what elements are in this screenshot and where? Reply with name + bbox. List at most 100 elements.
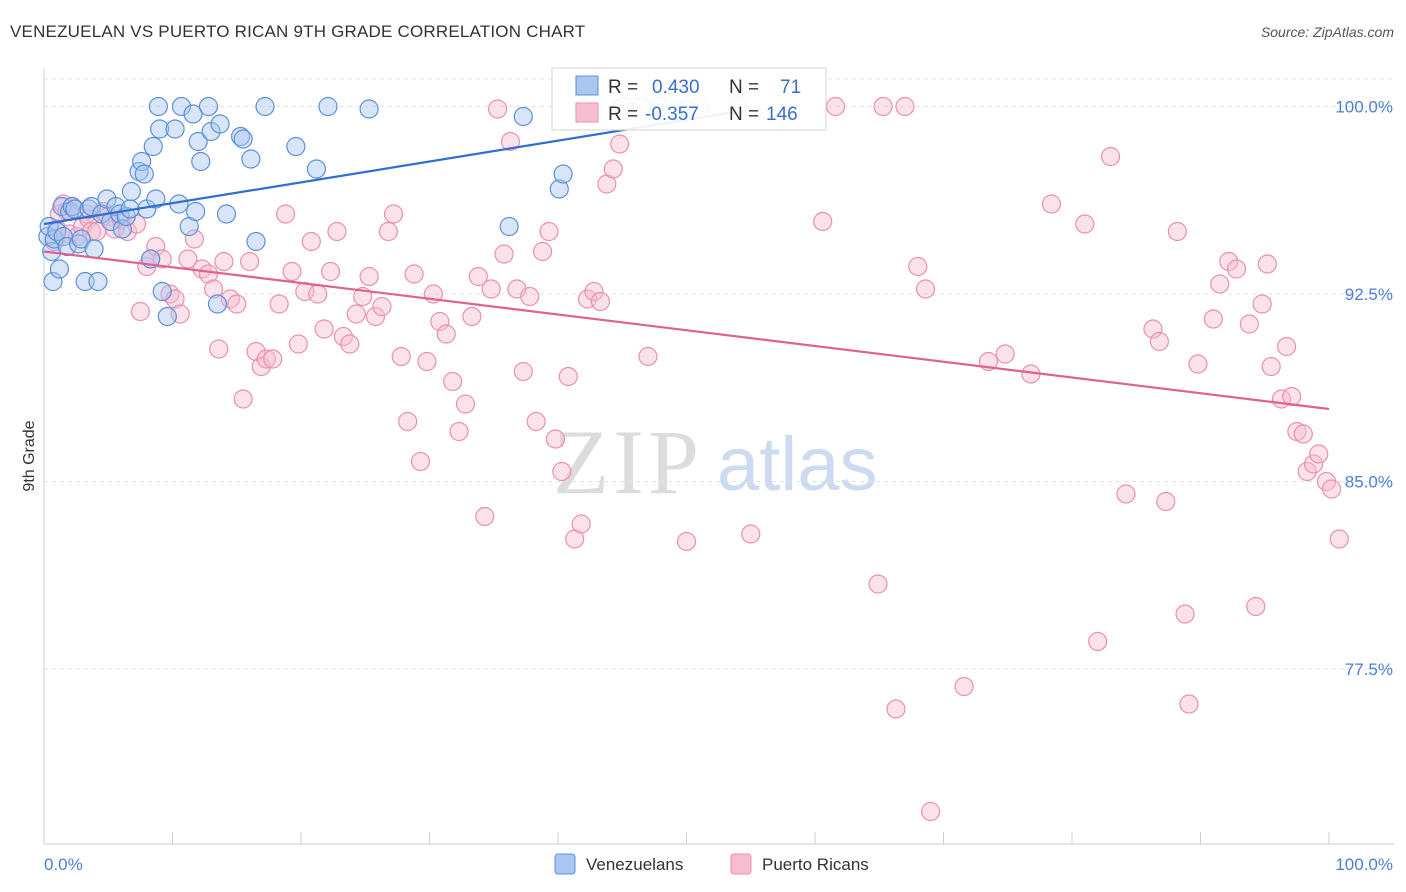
puerto-rican-point — [1143, 319, 1163, 339]
venezuelan-point — [216, 204, 237, 224]
venezuelan-r-label: R = — [608, 77, 638, 98]
puerto-rican-point — [282, 261, 302, 282]
puerto-rican-point — [327, 221, 347, 242]
puerto-rican-point — [1156, 491, 1176, 512]
puerto-rican-r-value: -0.357 — [645, 104, 699, 125]
venezuelan-point — [255, 96, 275, 117]
venezuelan-point — [69, 234, 89, 254]
puerto-rican-point — [895, 96, 915, 117]
puerto-rican-point — [500, 131, 521, 152]
puerto-rican-point — [209, 339, 229, 359]
y-tick-label: 77.5% — [1345, 660, 1393, 679]
venezuelan-point — [549, 179, 569, 199]
venezuelan-point — [231, 126, 251, 147]
puerto-rican-point — [1075, 214, 1095, 234]
puerto-rican-point — [301, 231, 321, 252]
stats-legend: R = 0.430 N = 71 R = -0.357 N = 146 — [551, 67, 827, 131]
watermark-zip: ZIP — [553, 411, 703, 513]
puerto-rican-legend-swatch — [575, 102, 599, 123]
venezuelan-point — [150, 119, 170, 139]
puerto-rican-point — [1252, 294, 1272, 314]
puerto-rican-point — [372, 296, 392, 317]
venezuelan-point — [121, 181, 141, 202]
legend-venezuelans-swatch — [554, 853, 576, 875]
puerto-rican-point — [1309, 444, 1329, 464]
trend-lines — [43, 110, 1330, 411]
puerto-rican-point — [481, 279, 501, 299]
puerto-rican-point — [333, 326, 354, 347]
puerto-rican-point — [1179, 694, 1199, 714]
puerto-rican-point — [365, 306, 386, 327]
puerto-rican-point — [603, 159, 623, 179]
venezuelan-point — [171, 96, 192, 117]
puerto-rican-point — [1239, 314, 1259, 334]
puerto-rican-point — [346, 304, 366, 324]
venezuelan-point — [233, 129, 253, 149]
puerto-rican-n-value: 146 — [766, 104, 798, 125]
puerto-rican-point — [1226, 259, 1247, 279]
puerto-rican-point — [417, 351, 437, 372]
venezuelan-point — [152, 281, 172, 302]
puerto-rican-point — [130, 301, 150, 322]
puerto-rican-point — [220, 289, 240, 309]
puerto-rican-point — [741, 524, 761, 544]
puerto-rican-point — [404, 264, 424, 284]
venezuelan-point — [148, 96, 168, 117]
puerto-rican-point — [539, 221, 559, 242]
x-ticks — [43, 832, 1330, 844]
puerto-rican-point — [1246, 596, 1266, 617]
puerto-rican-point — [558, 366, 578, 387]
venezuelan-point — [198, 96, 219, 117]
puerto-rican-point — [584, 281, 604, 302]
venezuelan-point — [513, 106, 533, 127]
puerto-rican-point — [410, 451, 431, 472]
puerto-rican-point — [1116, 484, 1136, 504]
puerto-rican-point — [1203, 309, 1223, 329]
puerto-rican-point — [359, 266, 379, 287]
legend-venezuelans-label: Venezuelans — [586, 855, 683, 874]
puerto-rican-point — [1321, 479, 1342, 499]
puerto-rican-point — [1329, 529, 1349, 549]
puerto-rican-point — [184, 229, 204, 249]
puerto-rican-point — [198, 264, 219, 284]
watermark: ZIP atlas — [553, 411, 878, 513]
puerto-rican-point — [475, 506, 495, 527]
puerto-rican-point — [1088, 631, 1108, 652]
venezuelan-point — [165, 119, 185, 139]
puerto-rican-n-label: N = — [729, 104, 759, 125]
puerto-rican-point — [995, 344, 1015, 364]
puerto-rican-point — [1276, 336, 1297, 357]
venezuelan-point — [306, 159, 327, 179]
puerto-rican-point — [1041, 194, 1062, 214]
puerto-rican-point — [1297, 461, 1317, 482]
puerto-rican-point — [256, 349, 276, 369]
venezuelan-point — [499, 216, 519, 237]
venezuelan-point — [359, 99, 379, 119]
puerto-rican-point — [488, 99, 508, 119]
puerto-rican-point — [398, 411, 418, 432]
x-tick-labels: 0.0% 100.0% — [44, 855, 1393, 874]
venezuelan-point — [157, 306, 177, 327]
puerto-rican-point — [340, 334, 360, 354]
puerto-rican-point — [383, 204, 404, 224]
puerto-rican-point — [1219, 251, 1239, 272]
puerto-rican-point — [269, 294, 289, 314]
puerto-rican-point — [462, 306, 482, 327]
venezuelan-point — [286, 136, 306, 157]
puerto-rican-point — [378, 221, 398, 242]
puerto-rican-point — [288, 334, 309, 354]
venezuelan-point — [210, 114, 230, 134]
venezuelan-point — [43, 271, 63, 292]
venezuelan-point — [183, 104, 203, 124]
puerto-rican-point — [1261, 356, 1281, 377]
y-tick-labels: 100.0% 92.5% 85.0% 77.5% — [1335, 98, 1393, 680]
puerto-rican-trend-line — [43, 250, 1330, 411]
y-tick-label: 92.5% — [1345, 285, 1393, 304]
x-tick-label: 100.0% — [1335, 855, 1393, 874]
y-tick-label: 100.0% — [1335, 98, 1393, 117]
venezuelan-point — [79, 199, 99, 219]
legend-puerto-ricans-swatch — [730, 853, 752, 875]
puerto-rican-point — [873, 96, 893, 117]
puerto-rican-point — [246, 341, 266, 362]
